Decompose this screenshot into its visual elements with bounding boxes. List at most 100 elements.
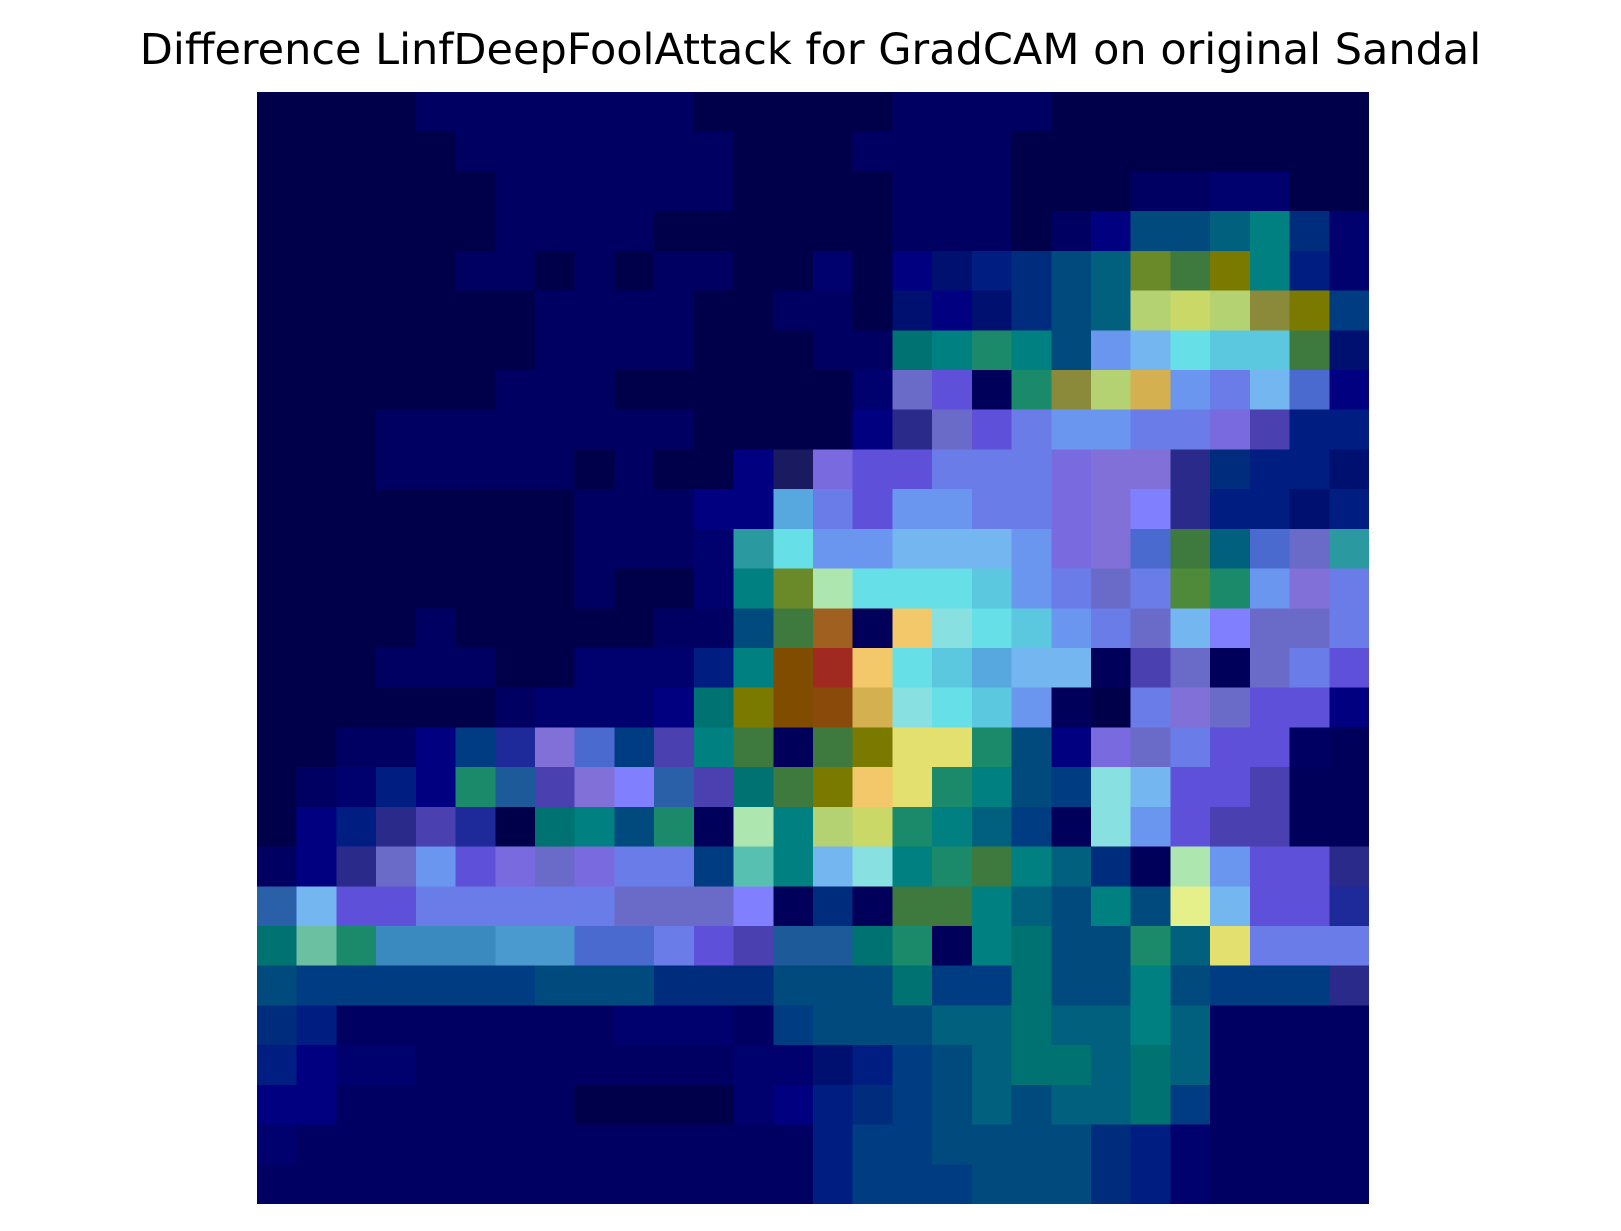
heatmap-cell — [614, 648, 655, 689]
heatmap-cell — [892, 648, 933, 689]
heatmap-cell — [932, 727, 973, 768]
heatmap-cell — [415, 489, 457, 530]
heatmap-cell — [1170, 727, 1211, 768]
heatmap-cell — [614, 1084, 655, 1126]
heatmap-cell — [1091, 926, 1132, 967]
heatmap-cell — [892, 409, 933, 451]
heatmap-cell — [455, 290, 497, 332]
heatmap-cell — [1249, 330, 1291, 371]
heatmap-cell — [813, 1005, 854, 1046]
heatmap-cell — [415, 211, 457, 252]
heatmap-cell — [296, 648, 338, 689]
heatmap-cell — [296, 1005, 338, 1046]
heatmap-cell — [415, 370, 457, 411]
heatmap-cell — [654, 370, 695, 411]
heatmap-cell — [1091, 608, 1132, 649]
heatmap-cell — [1170, 767, 1211, 808]
heatmap-cell — [693, 449, 735, 490]
heatmap-cell — [535, 1045, 576, 1086]
heatmap-cell — [257, 926, 298, 967]
heatmap-cell — [1249, 449, 1291, 490]
heatmap-cell — [654, 1005, 695, 1046]
heatmap-cell — [852, 330, 894, 371]
heatmap-cell — [455, 1005, 497, 1046]
heatmap-cell — [1210, 767, 1251, 808]
heatmap-cell — [1249, 1005, 1291, 1046]
heatmap-cell — [1289, 92, 1331, 133]
heatmap-cell — [1249, 211, 1291, 252]
heatmap-cell — [1249, 648, 1291, 689]
heatmap-cell — [1289, 409, 1331, 451]
heatmap-cell — [733, 449, 775, 490]
heatmap-cell — [376, 965, 417, 1007]
heatmap-cell — [654, 290, 695, 332]
heatmap-cell — [336, 92, 377, 133]
heatmap-cell — [1170, 886, 1211, 927]
heatmap-cell — [693, 687, 735, 729]
heatmap-cell — [773, 92, 814, 133]
heatmap-cell — [813, 250, 854, 292]
heatmap-cell — [654, 250, 695, 292]
heatmap-cell — [932, 767, 973, 808]
heatmap-cell — [1329, 965, 1369, 1007]
heatmap-cell — [1091, 131, 1132, 173]
heatmap-cell — [1329, 449, 1369, 490]
heatmap-cell — [376, 131, 417, 173]
heatmap-cell — [296, 131, 338, 173]
heatmap-cell — [1011, 648, 1053, 689]
heatmap-cell — [1170, 1124, 1211, 1166]
heatmap-cell — [1051, 330, 1092, 371]
heatmap-cell — [1329, 1084, 1369, 1126]
heatmap-cell — [654, 489, 695, 530]
heatmap-cell — [376, 528, 417, 570]
heatmap-cell — [1051, 1005, 1092, 1046]
heatmap-cell — [376, 1005, 417, 1046]
heatmap-cell — [257, 1045, 298, 1086]
heatmap-cell — [813, 648, 854, 689]
heatmap-cell — [415, 727, 457, 768]
heatmap-cell — [336, 211, 377, 252]
heatmap-cell — [1130, 250, 1172, 292]
heatmap-cell — [614, 489, 655, 530]
heatmap-cell — [614, 131, 655, 173]
heatmap-cell — [1289, 1045, 1331, 1086]
heatmap-cell — [971, 846, 1013, 888]
heatmap-cell — [574, 1005, 616, 1046]
heatmap-cell — [376, 687, 417, 729]
heatmap-cell — [1249, 92, 1291, 133]
heatmap-cell — [971, 608, 1013, 649]
heatmap-cell — [1249, 131, 1291, 173]
heatmap-cell — [892, 846, 933, 888]
heatmap-cell — [336, 250, 377, 292]
heatmap-cell — [892, 806, 933, 848]
heatmap-cell — [376, 1084, 417, 1126]
heatmap-cell — [773, 1045, 814, 1086]
heatmap-cell — [733, 171, 775, 212]
heatmap-cell — [1210, 687, 1251, 729]
heatmap-cell — [495, 1045, 536, 1086]
heatmap-cell — [693, 1124, 735, 1166]
heatmap-cell — [495, 330, 536, 371]
heatmap-cell — [336, 1084, 377, 1126]
heatmap-cell — [495, 846, 536, 888]
heatmap-cell — [1289, 370, 1331, 411]
heatmap-cell — [1011, 1124, 1053, 1166]
heatmap-cell — [932, 250, 973, 292]
heatmap-cell — [693, 806, 735, 848]
heatmap-cell — [1249, 250, 1291, 292]
heatmap-cell — [535, 1164, 576, 1204]
heatmap-cell — [455, 727, 497, 768]
heatmap-cell — [971, 489, 1013, 530]
heatmap-cell — [892, 370, 933, 411]
heatmap-cell — [1091, 727, 1132, 768]
heatmap-cell — [1130, 131, 1172, 173]
heatmap-cell — [257, 648, 298, 689]
heatmap-cell — [535, 250, 576, 292]
heatmap-cell — [813, 528, 854, 570]
heatmap-cell — [574, 1124, 616, 1166]
heatmap-cell — [773, 489, 814, 530]
heatmap-cell — [415, 409, 457, 451]
heatmap-cell — [1091, 330, 1132, 371]
heatmap-cell — [1091, 568, 1132, 610]
heatmap-cell — [257, 1084, 298, 1126]
